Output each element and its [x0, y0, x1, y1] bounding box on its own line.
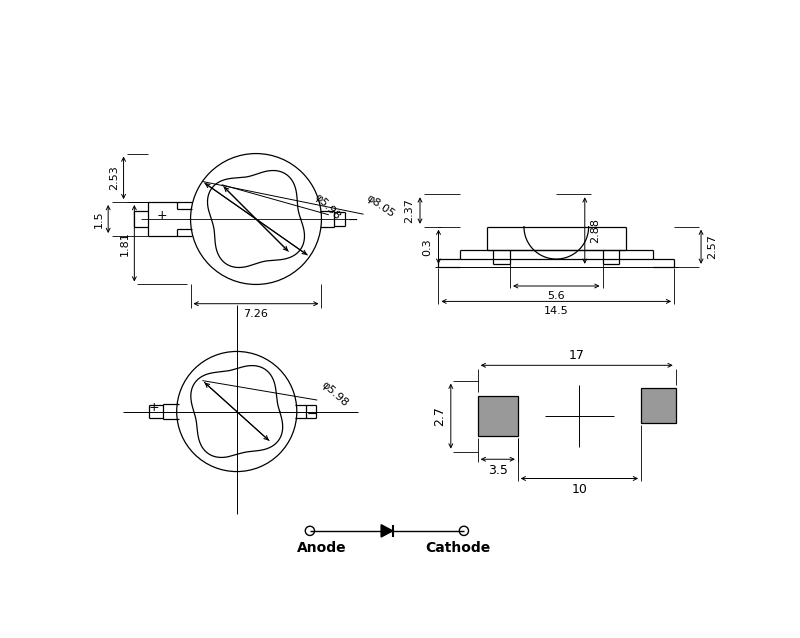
Text: 1.81: 1.81	[120, 231, 130, 256]
Text: 5.6: 5.6	[547, 291, 565, 301]
Text: +: +	[157, 209, 167, 223]
Bar	[478, 396, 518, 436]
Text: 2.7: 2.7	[434, 406, 446, 426]
Text: 10: 10	[571, 483, 587, 496]
Text: Anode: Anode	[297, 541, 346, 555]
Text: +: +	[148, 401, 159, 414]
Text: 2.88: 2.88	[590, 218, 601, 243]
Text: 17: 17	[569, 349, 585, 362]
Text: 2.53: 2.53	[110, 165, 119, 190]
Text: 14.5: 14.5	[544, 306, 569, 316]
Text: 0.3: 0.3	[422, 238, 433, 256]
Text: φ8.05: φ8.05	[365, 193, 397, 220]
Polygon shape	[381, 524, 393, 537]
Text: 2.57: 2.57	[707, 234, 717, 259]
Text: 7.26: 7.26	[243, 309, 269, 319]
Text: φ5.98: φ5.98	[319, 380, 350, 408]
Text: 2.37: 2.37	[404, 198, 414, 223]
Text: −: −	[348, 214, 358, 227]
Text: φ5.98: φ5.98	[312, 192, 342, 222]
Text: 1.5: 1.5	[94, 210, 104, 228]
Bar	[641, 389, 676, 423]
Text: −: −	[307, 408, 318, 421]
Text: 3.5: 3.5	[488, 464, 508, 477]
Text: Cathode: Cathode	[425, 541, 490, 555]
